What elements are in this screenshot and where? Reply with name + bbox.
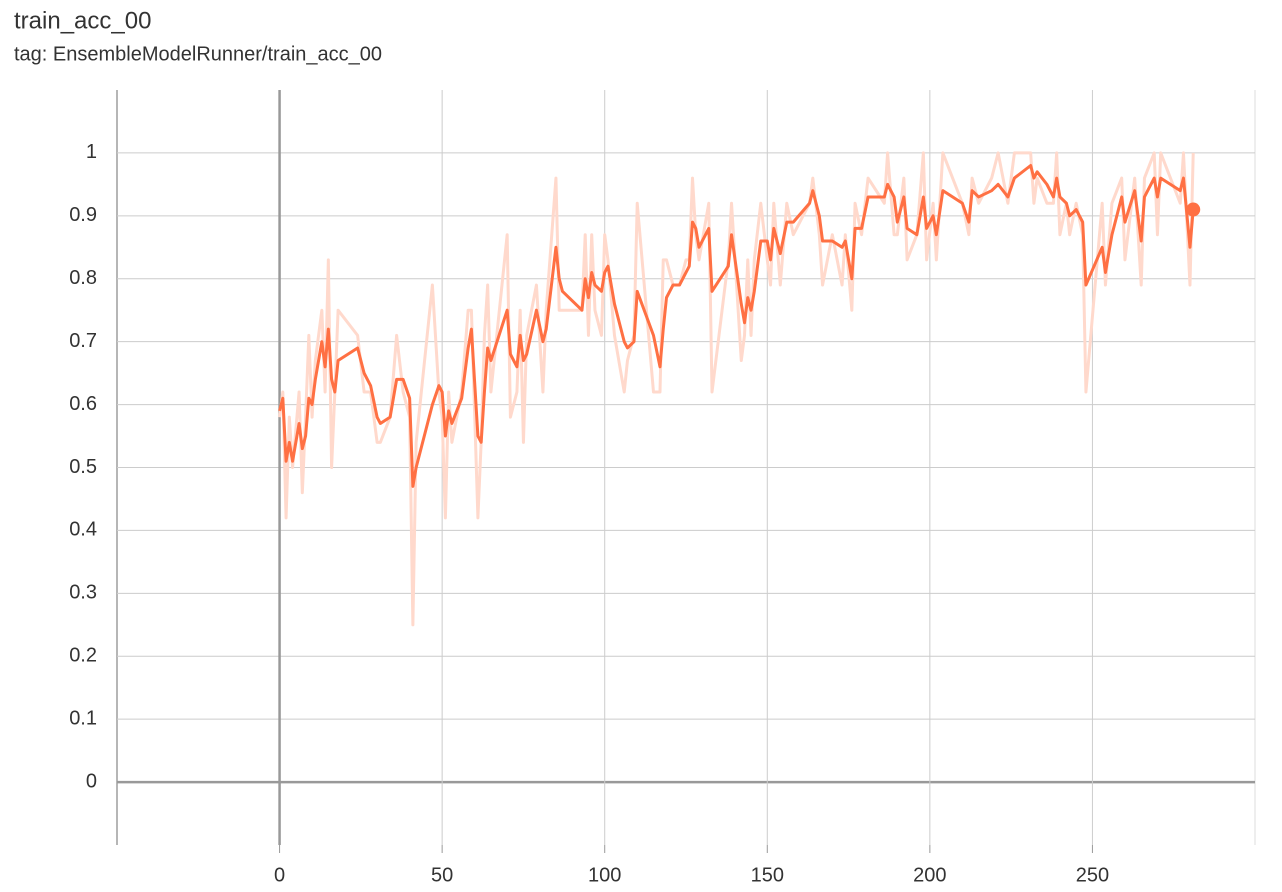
y-tick-label: 0.2 bbox=[69, 645, 97, 667]
y-tick-label: 0.9 bbox=[69, 204, 97, 226]
y-tick-label: 0.1 bbox=[69, 707, 97, 729]
last-point bbox=[1186, 202, 1201, 217]
x-tick-label: 250 bbox=[1076, 864, 1109, 886]
y-tick-label: 0.3 bbox=[69, 582, 97, 604]
y-tick-label: 0.8 bbox=[69, 267, 97, 289]
series-line bbox=[278, 164, 1195, 488]
y-tick-label: 0.4 bbox=[69, 519, 97, 541]
y-tick-label: 0 bbox=[86, 770, 97, 792]
y-tick-label: 0.5 bbox=[69, 456, 97, 478]
x-tick-label: 150 bbox=[751, 864, 784, 886]
x-tick-label: 100 bbox=[588, 864, 621, 886]
chart-title: train_acc_00 bbox=[14, 7, 151, 34]
y-tick-label: 0.7 bbox=[69, 330, 97, 352]
x-tick-label: 0 bbox=[274, 864, 285, 886]
series-line bbox=[278, 151, 1195, 627]
y-tick-label: 0.6 bbox=[69, 393, 97, 415]
x-tick-label: 200 bbox=[913, 864, 946, 886]
x-tick-label: 50 bbox=[431, 864, 453, 886]
chart-subtitle: tag: EnsembleModelRunner/train_acc_00 bbox=[14, 43, 382, 65]
y-tick-label: 1 bbox=[86, 141, 97, 163]
